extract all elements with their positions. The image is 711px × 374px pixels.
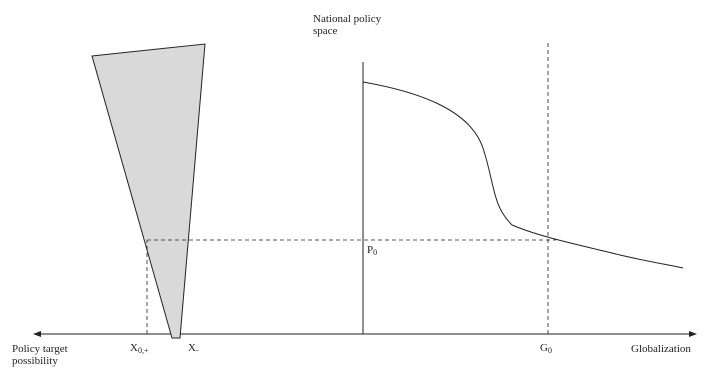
x0-plus-label-base: X — [130, 342, 138, 354]
x-minus-label: X- — [188, 342, 199, 357]
g0-label-base: G — [540, 342, 548, 354]
g0-label-sub: 0 — [547, 346, 552, 355]
x0-plus-label: X0,+ — [130, 342, 148, 357]
p0-label-sub: 0 — [373, 248, 378, 257]
x-axis-left-label-line1: Policy target — [12, 343, 68, 355]
x-minus-label-base: X — [188, 342, 196, 354]
x-minus-label-sub: - — [195, 346, 199, 355]
policy-space-curve — [362, 81, 684, 269]
g0-label: G0 — [540, 342, 552, 357]
policy-target-wedge — [91, 43, 206, 339]
y-axis-title: National policy space — [313, 13, 381, 37]
x0-plus-label-sub: 0,+ — [137, 346, 149, 355]
p0-label-base: P — [367, 244, 374, 256]
p0-label: P0 — [367, 244, 377, 259]
x-axis-right-label: Globalization — [631, 343, 691, 355]
y-axis-title-line2: space — [313, 25, 338, 37]
x-axis-left-label-line2: possibility — [12, 355, 58, 367]
y-axis-title-line1: National policy — [313, 13, 382, 25]
x-axis-left-label: Policy target possibility — [12, 343, 68, 367]
